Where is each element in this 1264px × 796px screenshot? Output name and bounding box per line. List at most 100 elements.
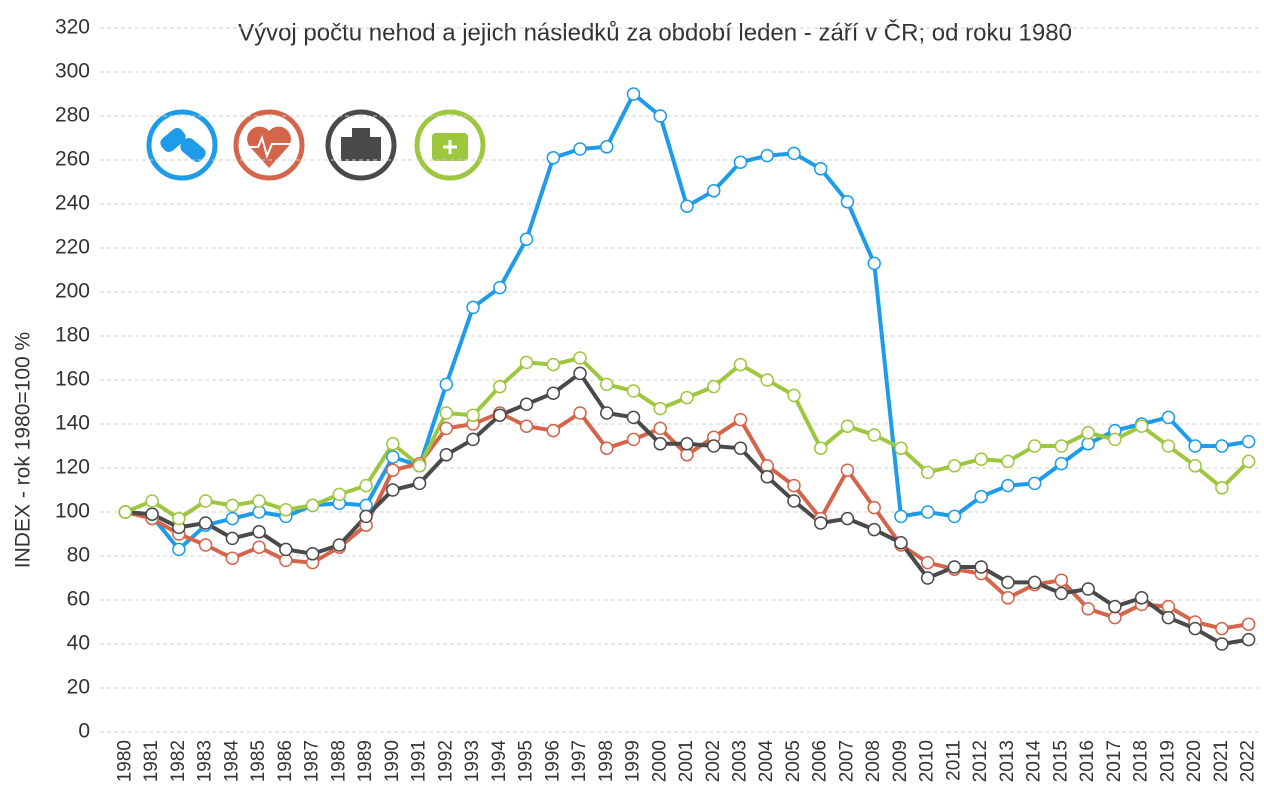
data-point (546, 357, 561, 372)
data-point (252, 494, 266, 508)
data-point (1161, 439, 1176, 453)
x-tick-label: 2010 (917, 740, 938, 782)
data-point (680, 390, 694, 405)
data-point (439, 406, 454, 420)
x-tick-label: 2012 (970, 740, 991, 782)
data-point (787, 146, 801, 161)
y-tick-label: 0 (78, 720, 90, 743)
data-point (653, 437, 668, 451)
data-point (626, 410, 641, 425)
data-point (252, 540, 266, 554)
x-tick-label: 2013 (997, 740, 1018, 782)
x-tick-label: 1996 (542, 740, 563, 782)
data-point (1161, 410, 1176, 425)
data-point (279, 553, 293, 568)
x-tick-label: 2002 (703, 740, 724, 782)
y-tick-label: 40 (67, 632, 90, 655)
data-point (305, 498, 320, 513)
y-tick-label: 320 (55, 16, 90, 39)
data-point (493, 408, 507, 422)
data-point (600, 140, 614, 154)
data-point (412, 459, 427, 473)
x-tick-label: 2017 (1104, 740, 1125, 782)
data-point (760, 459, 774, 473)
data-point (198, 494, 213, 508)
data-point (1134, 591, 1149, 605)
data-point (1081, 437, 1095, 451)
y-tick-label: 300 (55, 60, 90, 83)
data-point (1001, 478, 1015, 493)
data-point (1001, 454, 1015, 469)
data-point (867, 428, 881, 442)
data-point (1215, 637, 1229, 651)
data-point (1161, 610, 1176, 625)
x-tick-label: 1982 (168, 740, 189, 782)
data-point (760, 373, 774, 387)
data-point (546, 386, 561, 400)
data-point (118, 505, 133, 519)
data-point (1241, 617, 1256, 631)
data-point (974, 560, 988, 574)
data-point (974, 452, 988, 466)
chart-title: Vývoj počtu nehod a jejich následků za o… (238, 18, 1072, 46)
data-point (519, 397, 534, 411)
data-point (493, 379, 507, 394)
data-point (920, 465, 935, 480)
x-tick-label: 1980 (114, 740, 135, 782)
x-tick-label: 1989 (355, 740, 376, 782)
y-tick-label: 60 (67, 588, 90, 611)
data-point (867, 500, 881, 515)
data-point (546, 151, 561, 165)
data-point (225, 498, 240, 513)
data-point (894, 441, 908, 455)
data-point (1054, 573, 1069, 587)
x-tick-label: 2021 (1211, 740, 1232, 782)
data-point (813, 516, 828, 530)
data-point (439, 448, 454, 462)
data-point (600, 441, 614, 455)
data-point (1241, 454, 1256, 469)
data-point (733, 441, 748, 455)
data-point (1054, 439, 1069, 453)
data-point (867, 256, 881, 271)
data-point (1241, 632, 1256, 647)
data-point (519, 355, 534, 370)
data-point (1001, 591, 1015, 605)
data-point (947, 459, 962, 473)
data-point (225, 531, 240, 546)
data-point (573, 351, 587, 365)
data-point (760, 148, 774, 163)
y-tick-label: 240 (55, 192, 90, 215)
data-point (1188, 459, 1202, 473)
x-tick-label: 1997 (569, 740, 590, 782)
data-point (1108, 610, 1122, 625)
y-axis-label: INDEX - rok 1980=100 % (12, 332, 35, 568)
data-point (733, 155, 748, 169)
data-point (787, 388, 801, 403)
data-point (439, 421, 454, 436)
data-point (600, 377, 614, 392)
data-point (252, 525, 266, 539)
data-point (305, 547, 320, 561)
data-point (1215, 439, 1229, 453)
icon-pulse (247, 135, 291, 160)
y-tick-label: 180 (55, 324, 90, 347)
data-point (680, 437, 694, 451)
x-tick-label: 2007 (836, 740, 857, 782)
data-point (787, 494, 801, 508)
x-tick-label: 2014 (1024, 740, 1045, 783)
data-point (760, 470, 774, 484)
data-point (546, 423, 561, 438)
x-tick-label: 2015 (1050, 740, 1071, 782)
x-tick-label: 2006 (810, 740, 831, 782)
data-point (920, 555, 935, 570)
data-point (813, 441, 828, 455)
y-tick-label: 260 (55, 148, 90, 171)
data-point (1027, 439, 1042, 453)
data-point (680, 199, 694, 213)
x-tick-label: 1988 (328, 740, 349, 782)
data-point (493, 280, 507, 295)
data-point (172, 542, 186, 557)
data-point (1081, 426, 1095, 440)
y-tick-label: 160 (55, 368, 90, 391)
